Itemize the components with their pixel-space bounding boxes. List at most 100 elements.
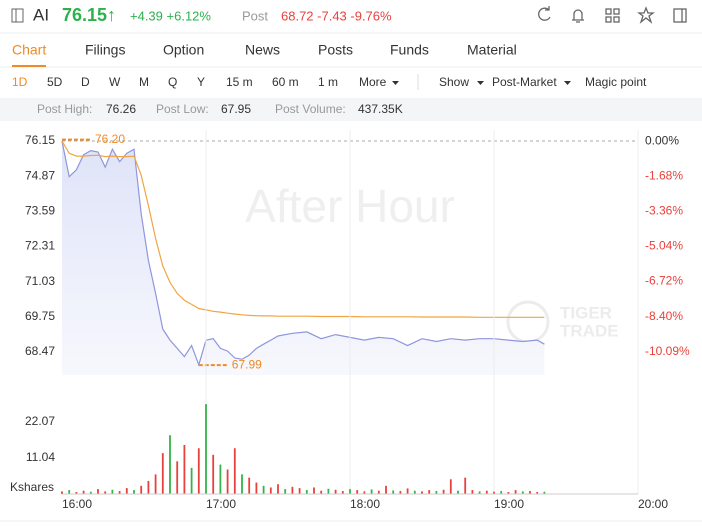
price-line: [61, 140, 545, 367]
post-label: Post: [242, 8, 268, 23]
tab[interactable]: Chart: [12, 42, 46, 58]
volume-bar: [190, 467, 193, 494]
volume-bar: [277, 484, 279, 494]
volume-bar: [298, 488, 301, 494]
y-tick-label: 71.03: [25, 274, 55, 288]
volume-bar: [320, 490, 323, 494]
sidebar-icon[interactable]: [11, 8, 24, 23]
panel-icon[interactable]: [673, 8, 687, 23]
grid-icon[interactable]: [605, 8, 612, 15]
y-tick-label: 72.31: [25, 239, 55, 253]
volume-bar: [75, 492, 78, 494]
volume-bar: [161, 453, 164, 494]
period[interactable]: 5D: [47, 75, 63, 89]
volume-bar: [500, 491, 503, 494]
volume-bar: [212, 454, 215, 494]
period[interactable]: W: [109, 75, 121, 89]
volume-bar: [349, 489, 351, 494]
annotation-label: 67.99: [232, 357, 262, 371]
period[interactable]: M: [139, 75, 149, 89]
volume-bar: [521, 491, 524, 494]
y2-tick-label: -10.09%: [645, 344, 690, 358]
stat-value: 67.95: [221, 102, 251, 116]
period[interactable]: Y: [197, 75, 205, 89]
period[interactable]: 15 m: [226, 75, 253, 89]
period[interactable]: More: [359, 75, 387, 89]
tab[interactable]: Posts: [318, 42, 353, 58]
volume-bar: [248, 477, 251, 494]
volume-bar: [334, 489, 337, 494]
tab[interactable]: Material: [467, 42, 517, 58]
volume-bar: [197, 448, 200, 494]
volume-bar: [356, 490, 359, 494]
tab[interactable]: Option: [163, 42, 204, 58]
volume-bar: [104, 491, 107, 494]
volume-bar: [226, 469, 229, 494]
y2-tick-label: -1.68%: [645, 168, 683, 182]
stat-value: 76.26: [106, 102, 136, 116]
volume-bar: [421, 491, 423, 494]
period[interactable]: 60 m: [272, 75, 299, 89]
volume-bar: [485, 490, 488, 494]
volume-bar: [478, 491, 481, 494]
volume-bar: [536, 492, 539, 494]
y2-tick-label: -8.40%: [645, 309, 683, 323]
x-tick-label: 16:00: [62, 497, 92, 511]
volume-bar: [147, 480, 150, 494]
volume-bar: [154, 474, 157, 494]
tab[interactable]: News: [245, 42, 280, 58]
volume-bar: [111, 489, 114, 494]
volume-bar: [125, 488, 128, 494]
price-change: +4.39 +6.12%: [130, 8, 211, 23]
period[interactable]: 1D: [12, 75, 28, 89]
grid-icon: [613, 8, 620, 15]
grid-icon: [613, 16, 620, 23]
volume-bar: [169, 435, 171, 494]
volume-bar: [118, 491, 121, 494]
volume-bar: [183, 444, 186, 494]
option[interactable]: Magic point: [585, 75, 647, 89]
volume-bar: [291, 486, 294, 494]
brand: TIGER: [560, 303, 612, 322]
y2-tick-label: -3.36%: [645, 203, 683, 217]
volume-bar: [89, 491, 92, 494]
x-tick-label: 20:00: [638, 497, 668, 511]
volume-bar: [370, 489, 373, 494]
volume-tick-label: 11.04: [26, 450, 55, 464]
volume-label: Kshares: [10, 480, 54, 494]
volume-bar: [219, 464, 222, 494]
brand: TRADE: [560, 321, 619, 340]
stat-label: Post High:: [37, 102, 92, 116]
volume-bar: [284, 489, 287, 494]
tab[interactable]: Filings: [85, 42, 125, 58]
y2-tick-label: 0.00%: [645, 133, 679, 147]
volume-tick-label: 22.07: [25, 414, 55, 428]
volume-bar: [507, 492, 510, 494]
volume-bar: [176, 461, 179, 494]
tab[interactable]: Funds: [390, 42, 429, 58]
volume-bar: [313, 487, 315, 494]
y-tick-label: 69.75: [25, 309, 55, 323]
star-icon[interactable]: [637, 6, 655, 24]
volume-bar: [457, 490, 459, 494]
period[interactable]: Q: [168, 75, 177, 89]
volume-bar: [133, 490, 135, 494]
period[interactable]: D: [81, 75, 90, 89]
volume-bar: [543, 491, 546, 494]
bell-icon[interactable]: [572, 9, 584, 23]
volume-bar: [406, 488, 409, 494]
option[interactable]: Post-Market: [492, 75, 557, 89]
stat-value: 437.35K: [358, 102, 403, 116]
period[interactable]: 1 m: [318, 75, 338, 89]
x-tick-label: 17:00: [206, 497, 236, 511]
annotation-label: 76.20: [95, 132, 125, 146]
volume-bar: [385, 485, 387, 494]
refresh-icon[interactable]: [538, 6, 551, 21]
volume-bar: [514, 490, 517, 494]
volume-bar: [305, 490, 308, 494]
volume-bar: [435, 491, 438, 494]
volume-bar: [255, 482, 258, 494]
option[interactable]: Show: [439, 75, 469, 89]
